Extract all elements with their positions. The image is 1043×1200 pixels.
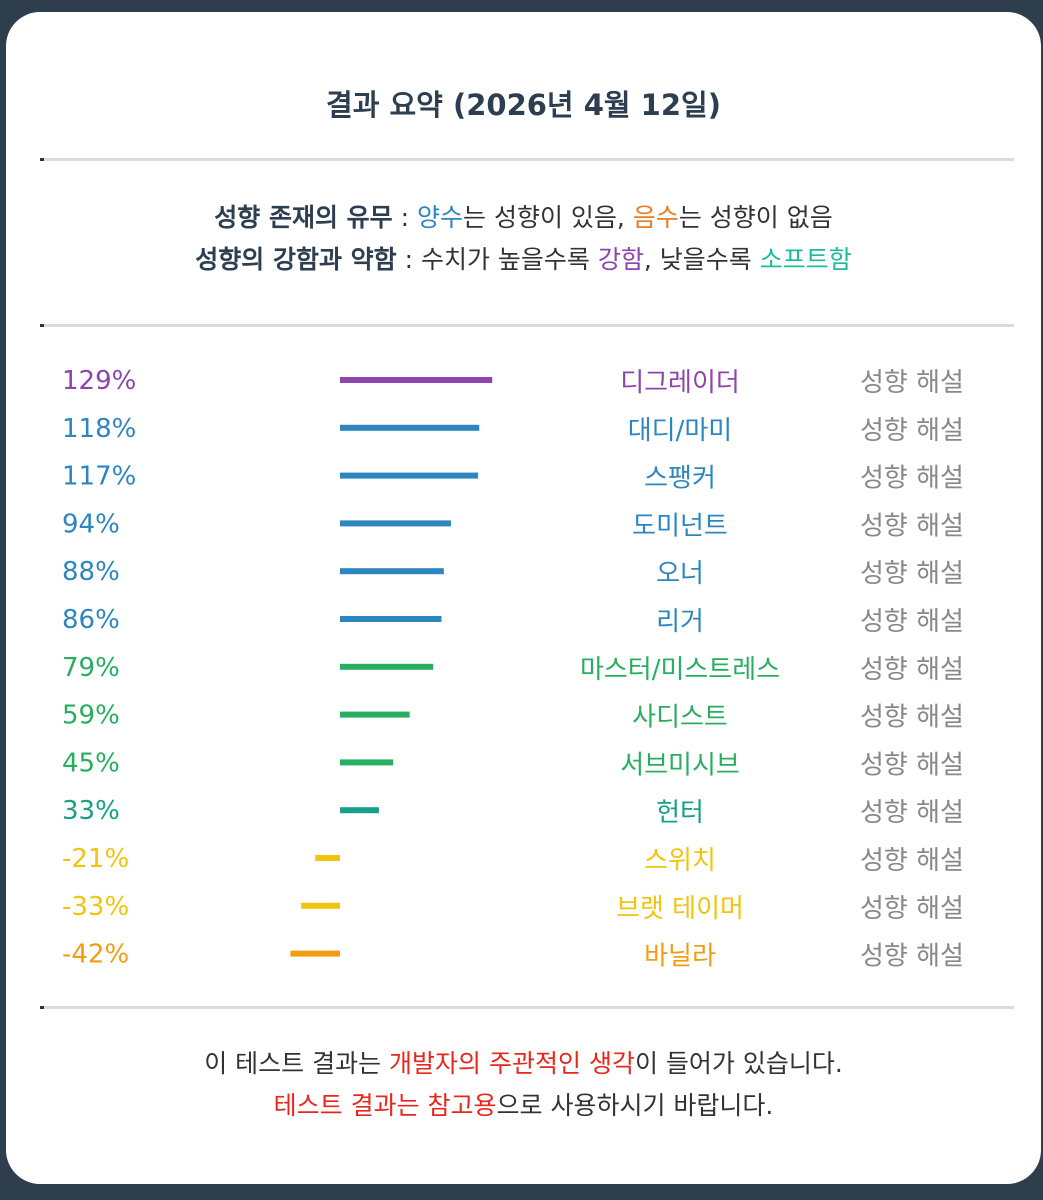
value-label: 86%: [62, 605, 120, 635]
legend-line-2: 성향의 강함과 약함 : 수치가 높을수록 강함, 낮을수록 소프트함: [6, 240, 1041, 276]
tendency-name: 브랫 테이머: [616, 894, 744, 924]
tendency-name: 디그레이더: [620, 368, 740, 398]
divider-bottom: [40, 1006, 1014, 1009]
legend-sep: :: [392, 203, 417, 232]
footer-text-a: 이 테스트 결과는: [204, 1049, 390, 1078]
tendency-name: 마스터/미스트레스: [580, 655, 780, 685]
divider-top: [40, 158, 1014, 161]
value-label: -42%: [62, 940, 129, 970]
bar: [301, 902, 340, 909]
tendency-explain-link[interactable]: 성향 해설: [860, 750, 964, 780]
legend-label-presence: 성향 존재의 유무: [214, 203, 393, 232]
legend-line-1: 성향 존재의 유무 : 양수는 성향이 있음, 음수는 성향이 없음: [6, 198, 1041, 234]
tendency-name: 오너: [656, 559, 704, 589]
bar: [340, 616, 442, 622]
footer-red-1: 개발자의: [389, 1049, 489, 1078]
tendency-explain-link[interactable]: 성향 해설: [860, 703, 964, 733]
value-label: 79%: [62, 653, 120, 683]
tendency-explain-link[interactable]: 성향 해설: [860, 416, 964, 446]
tendency-explain-link[interactable]: 성향 해설: [860, 464, 964, 494]
tendency-explain-link[interactable]: 성향 해설: [860, 846, 964, 876]
bar: [340, 663, 434, 670]
legend-soft: 소프트함: [759, 245, 852, 274]
value-label: 33%: [62, 796, 120, 826]
legend-negative: 음수: [632, 203, 679, 232]
tendency-name: 스위치: [644, 846, 716, 876]
footer-red-2: 주관적인: [488, 1049, 589, 1078]
value-label: 129%: [62, 366, 136, 396]
bar: [340, 472, 479, 479]
value-label: 117%: [62, 462, 136, 492]
tendency-name: 서브미시브: [620, 750, 740, 780]
legend-positive: 양수: [417, 203, 464, 232]
value-label: -21%: [62, 844, 129, 874]
divider-middle: [40, 324, 1014, 327]
tendency-explain-link[interactable]: 성향 해설: [860, 607, 964, 637]
footer-text-c: 으로 사용하시기 바랍니다.: [496, 1091, 774, 1120]
footer-line-2: 테스트 결과는 참고용으로 사용하시기 바랍니다.: [6, 1086, 1041, 1122]
tendency-name: 리거: [656, 607, 704, 637]
bar: [340, 520, 451, 527]
tendency-name: 사디스트: [632, 703, 728, 733]
tendency-explain-link[interactable]: 성향 해설: [860, 559, 964, 589]
tendency-name: 바닐라: [644, 942, 716, 972]
page-title: 결과 요약 (2026년 4월 12일): [326, 88, 721, 122]
footer-red-3: 생각: [588, 1049, 635, 1078]
legend-negative-text: 는 성향이 없음: [678, 203, 833, 232]
tendency-explain-link[interactable]: 성향 해설: [860, 655, 964, 685]
tendency-explain-link[interactable]: 성향 해설: [860, 368, 964, 398]
bar: [290, 950, 340, 957]
bar: [315, 855, 340, 861]
value-label: 88%: [62, 557, 120, 587]
tendency-explain-link[interactable]: 성향 해설: [860, 942, 964, 972]
footer-line-1: 이 테스트 결과는 개발자의 주관적인 생각이 들어가 있습니다.: [6, 1044, 1041, 1080]
bar: [340, 568, 444, 575]
legend-strong: 강함: [597, 245, 644, 274]
legend-text-1: 수치가 높을수록: [420, 245, 598, 274]
value-label: -33%: [62, 892, 129, 922]
value-label: 94%: [62, 509, 120, 539]
tendency-explain-link[interactable]: 성향 해설: [860, 894, 964, 924]
legend-sep-2: :: [396, 245, 421, 274]
bar: [340, 807, 379, 814]
bar: [340, 711, 410, 718]
value-label: 45%: [62, 748, 120, 778]
footer-text-b: 이 들어가 있습니다.: [634, 1049, 843, 1078]
tendency-name: 대디/마미: [628, 416, 732, 446]
legend-positive-text: 는 성향이 있음,: [463, 203, 633, 232]
tendency-explain-link[interactable]: 성향 해설: [860, 798, 964, 828]
result-card: 결과 요약 (2026년 4월 12일) 성향 존재의 유무 : 양수는 성향이…: [6, 12, 1041, 1184]
bar: [340, 424, 480, 431]
tendency-name: 도미넌트: [632, 511, 728, 541]
tendency-explain-link[interactable]: 성향 해설: [860, 511, 964, 541]
footer-red-ref: 테스트 결과는 참고용: [273, 1091, 497, 1120]
bar: [340, 377, 493, 383]
value-label: 118%: [62, 414, 136, 444]
tendency-name: 헌터: [656, 798, 704, 828]
tendency-name: 스팽커: [644, 464, 716, 494]
bar: [340, 759, 394, 766]
value-label: 59%: [62, 701, 120, 731]
legend-text-2: , 낮을수록: [643, 245, 760, 274]
legend-label-strength: 성향의 강함과 약함: [195, 245, 397, 274]
